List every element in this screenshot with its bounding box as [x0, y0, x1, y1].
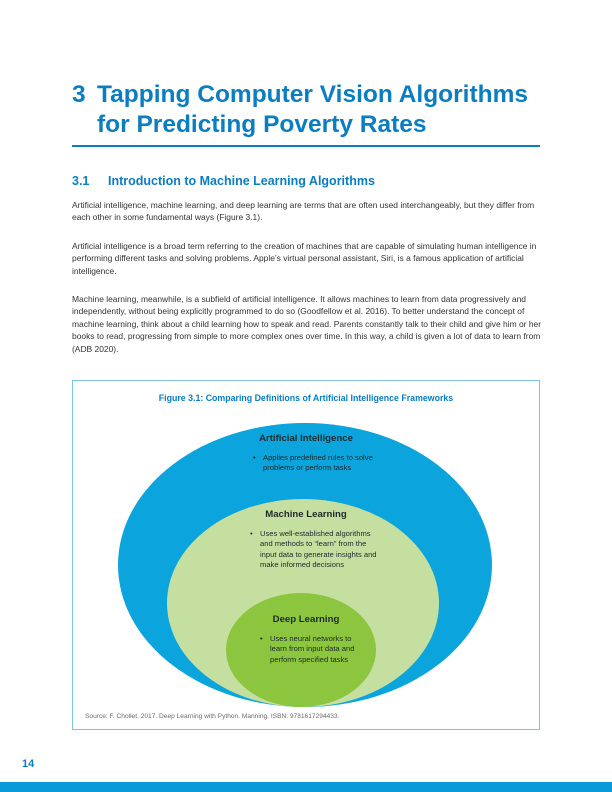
section-title: Introduction to Machine Learning Algorit…: [108, 174, 375, 188]
footer-bar: [0, 782, 612, 792]
ml-bullet-list: Uses well-established algorithms and met…: [250, 529, 378, 571]
page-number: 14: [22, 758, 35, 770]
paragraph-2: Artificial intelligence is a broad term …: [72, 241, 537, 276]
section-heading: 3.1 Introduction to Machine Learning Algo…: [72, 174, 375, 188]
dl-bullet-list: Uses neural networks to learn from input…: [260, 634, 362, 665]
figure-box: Figure 3.1: Comparing Definitions of Art…: [72, 380, 540, 730]
chapter-number: 3: [72, 81, 86, 108]
paragraph-3: Machine learning, meanwhile, is a subfie…: [72, 294, 542, 354]
ai-bullet-list: Applies predefined rules to solve proble…: [253, 453, 373, 474]
chapter-title: 3 Tapping Computer Vision Algorithms for…: [72, 80, 542, 140]
figure-caption: Figure 3.1: Comparing Definitions of Art…: [158, 393, 454, 403]
paragraph-1: Artificial intelligence, machine learnin…: [72, 200, 535, 223]
chapter-title-line-2: for Predicting Poverty Rates: [97, 111, 427, 138]
section-number: 3.1: [72, 174, 90, 188]
figure-source: Source: F. Chollet. 2017. Deep Learning …: [85, 713, 340, 720]
chapter-title-line-1: Tapping Computer Vision Algorithms: [97, 81, 529, 108]
ml-heading: Machine Learning: [265, 509, 347, 520]
title-divider: [72, 145, 540, 147]
ai-heading: Artificial Intelligence: [259, 433, 353, 444]
ai-bullet: Applies predefined rules to solve proble…: [253, 453, 373, 474]
dl-bullet: Uses neural networks to learn from input…: [260, 634, 362, 665]
dl-heading: Deep Learning: [272, 614, 340, 625]
ml-bullet: Uses well-established algorithms and met…: [250, 529, 378, 571]
